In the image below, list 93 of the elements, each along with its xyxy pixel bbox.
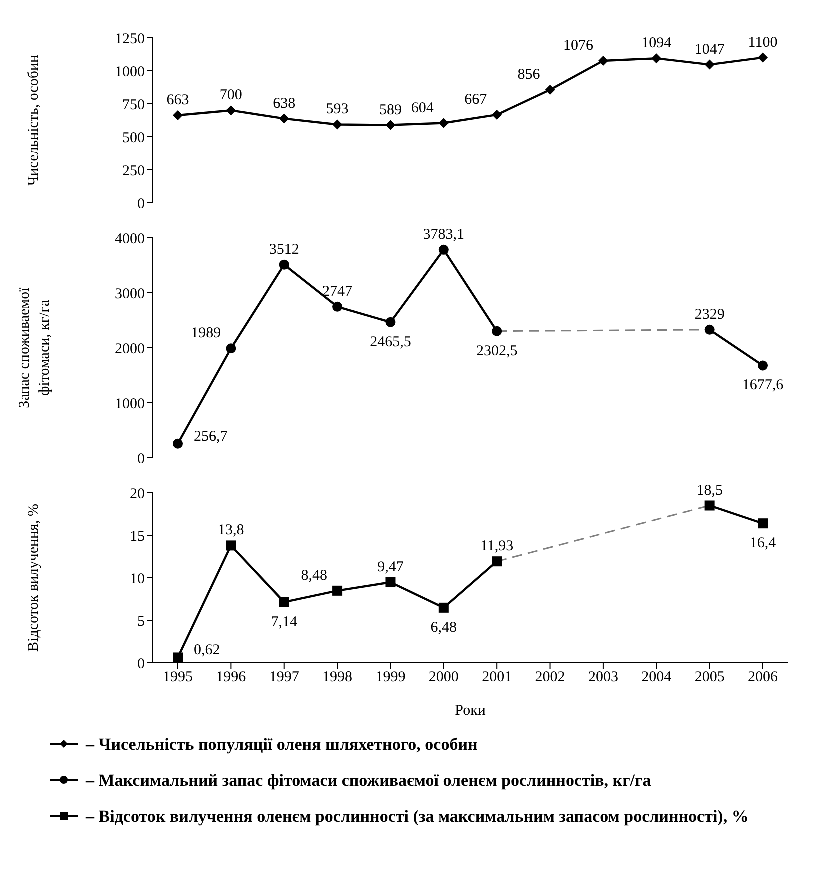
data-label: 16,4 [750, 536, 777, 552]
data-label: 604 [411, 100, 434, 116]
point [279, 260, 290, 270]
point [704, 60, 715, 70]
x-tick-label: 1995 [163, 670, 193, 686]
y-tick-label: 20 [130, 486, 145, 502]
point [173, 652, 183, 663]
y-tick-label: 0 [138, 656, 145, 672]
y-axis-title: Запас споживаемої фітомаси, кг/га [17, 286, 53, 408]
data-label: 7,14 [271, 614, 298, 630]
point [438, 602, 449, 613]
y-axis-title: Відсоток вилучення, % [26, 504, 42, 652]
data-label: 9,47 [378, 560, 404, 576]
data-label: 13,8 [218, 522, 244, 539]
x-tick-label: 2005 [694, 670, 725, 686]
point [332, 302, 343, 312]
x-tick-label: 2000 [428, 670, 459, 686]
data-label: 1677,6 [742, 378, 784, 394]
data-label: 700 [220, 88, 242, 104]
data-label: 256,7 [194, 428, 228, 445]
x-tick-label: 2004 [642, 670, 672, 686]
y-tick-label: 500 [122, 130, 145, 146]
y-tick-label: 2000 [115, 341, 145, 358]
data-label: 1100 [748, 34, 778, 51]
point [226, 344, 236, 354]
data-label: 856 [518, 67, 541, 84]
point [545, 85, 556, 96]
point [386, 578, 396, 588]
y-tick-label: 750 [122, 97, 145, 114]
data-label: 3783,1 [423, 226, 465, 243]
data-label: 589 [379, 102, 402, 118]
data-label: 6,48 [430, 620, 458, 636]
data-label: 663 [166, 92, 190, 108]
data-label: 2302,5 [476, 343, 518, 360]
point [279, 597, 290, 608]
y-tick-label: 1250 [115, 31, 145, 48]
x-tick-label: 1997 [269, 670, 300, 686]
x-tick-label: 2002 [535, 670, 566, 686]
x-tick-label: 2006 [748, 670, 778, 686]
data-label: 3512 [269, 242, 300, 258]
point [438, 118, 449, 128]
text: – Відсоток вилучення оленєм рослинності (за максимальним запасом рослинності), % [86, 806, 749, 828]
data-label: 1076 [563, 38, 594, 54]
data-label: 638 [273, 96, 296, 112]
data-label: 1989 [191, 326, 222, 342]
x-tick-label: 2003 [588, 670, 618, 686]
point [386, 317, 396, 328]
point [386, 120, 396, 130]
point [173, 438, 183, 449]
x-tick-label: 2001 [482, 670, 512, 686]
point [492, 556, 502, 567]
y-axis-title: Чисельність, особин [26, 54, 42, 186]
y-tick-label: 10 [130, 571, 145, 588]
y-tick-label: 3000 [115, 286, 145, 302]
point [173, 110, 183, 120]
legend-label: – Чисельність популяції оленя шляхетного, особин [86, 734, 478, 756]
y-tick-label: 1000 [115, 64, 145, 80]
y-tick-label: 5 [138, 614, 145, 630]
x-tick-label: 1996 [216, 670, 247, 686]
x-tick-label: 1998 [322, 670, 353, 686]
data-label: 8,48 [301, 568, 328, 584]
y-tick-label: 1000 [115, 396, 145, 412]
data-label: 0,62 [194, 642, 220, 659]
data-label: 593 [326, 102, 349, 118]
point [704, 500, 715, 511]
point [332, 586, 343, 596]
y-tick-label: 4000 [115, 231, 145, 248]
point [758, 52, 768, 63]
point [438, 244, 449, 255]
x-tick-label: 1999 [376, 670, 406, 686]
point [492, 110, 502, 120]
data-label: 18,5 [696, 482, 723, 499]
legend-label: – Максимальний запас фітомаси споживаємої оленєм рослинностів, кг/га [86, 770, 652, 792]
point [652, 54, 662, 64]
data-label: 1094 [642, 36, 672, 52]
point [704, 324, 715, 335]
y-tick-label: 15 [130, 528, 145, 545]
data-label: 2329 [694, 306, 725, 323]
point [598, 56, 608, 66]
point [226, 106, 236, 116]
y-tick-label: 250 [122, 163, 145, 180]
point [492, 326, 502, 336]
point [758, 518, 768, 529]
point [226, 540, 236, 551]
data-label: 667 [464, 92, 488, 108]
point [758, 360, 768, 371]
point [279, 114, 290, 124]
data-label: 1047 [694, 42, 726, 58]
data-label: 2747 [322, 284, 354, 300]
data-label: 2465,5 [370, 334, 412, 350]
point [332, 120, 343, 130]
data-label: 11,93 [480, 538, 514, 555]
x-axis-title: Роки [455, 703, 486, 719]
